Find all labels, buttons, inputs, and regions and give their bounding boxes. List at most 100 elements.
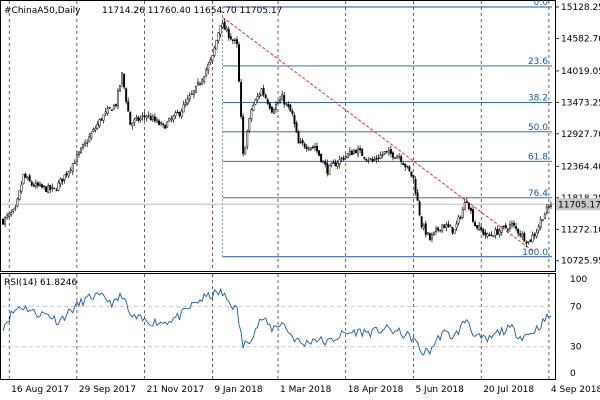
candle-body: [439, 229, 442, 232]
candle-body: [135, 117, 138, 120]
price-tick-label: 11272.10: [561, 225, 600, 235]
fib-level-label: 100.0: [522, 248, 548, 258]
candle-body: [500, 226, 503, 233]
candle-body: [338, 158, 341, 165]
trendline: [222, 16, 533, 252]
candle-body: [494, 229, 497, 236]
candle-body: [318, 150, 321, 156]
candle-body: [211, 55, 214, 62]
candle-body: [496, 228, 499, 235]
candle-body: [346, 153, 349, 158]
symbol-header: #ChinaA50,Daily: [4, 6, 81, 16]
candle-body: [328, 164, 331, 176]
candle-body: [55, 189, 58, 192]
candle-body: [400, 156, 403, 163]
candle-body: [453, 229, 456, 234]
candle-body: [4, 217, 7, 225]
candle-body: [430, 234, 433, 240]
candle-body: [73, 162, 76, 164]
candle-body: [352, 150, 355, 155]
candle-body: [123, 73, 126, 88]
candle-body: [340, 157, 343, 159]
candle-body: [38, 183, 41, 187]
date-tick-label: 20 Jul 2018: [483, 385, 534, 395]
candle-body: [12, 208, 15, 212]
candle-body: [381, 154, 384, 156]
candle-body: [143, 115, 146, 118]
candle-body: [383, 151, 386, 155]
candle-body: [250, 109, 253, 120]
candle-body: [242, 116, 245, 154]
candle-body: [309, 147, 312, 150]
candle-body: [363, 156, 366, 159]
candle-body: [541, 219, 544, 221]
candle-body: [428, 233, 431, 240]
candle-body: [98, 119, 101, 127]
candle-body: [244, 146, 247, 155]
candle-body: [322, 160, 325, 163]
candle-body: [320, 153, 323, 162]
candle-body: [508, 224, 511, 229]
price-tick-label: 12927.70: [561, 130, 600, 140]
candle-body: [424, 223, 427, 235]
candle-body: [24, 173, 27, 178]
candle-body: [119, 84, 121, 92]
candle-body: [443, 224, 446, 229]
candle-body: [170, 118, 173, 121]
rsi-header: RSI(14) 61.8246: [4, 278, 77, 288]
candle-body: [478, 225, 481, 231]
candle-body: [155, 119, 158, 122]
candle-body: [504, 225, 507, 229]
candle-body: [268, 103, 271, 109]
candle-body: [369, 158, 372, 160]
vertical-grid: [8, 1, 550, 379]
candle-body: [445, 224, 448, 228]
candle-body: [112, 104, 115, 110]
candle-body: [104, 111, 107, 114]
candle-body: [49, 185, 52, 191]
candle-body: [96, 123, 99, 129]
candle-body: [246, 131, 249, 147]
candle-body: [77, 151, 80, 155]
candle-body: [480, 227, 483, 231]
candle-body: [197, 82, 199, 86]
candle-body: [451, 226, 454, 233]
candle-body: [361, 149, 364, 156]
candle-body: [387, 150, 390, 154]
candle-body: [184, 102, 187, 106]
candle-body: [406, 165, 409, 168]
price-tick-label: 14019.05: [561, 67, 600, 77]
price-tick-label: 10725.95: [561, 257, 600, 267]
candle-body: [313, 146, 316, 148]
candle-body: [139, 117, 142, 121]
candle-body: [18, 190, 21, 200]
candle-body: [262, 88, 265, 95]
candle-body: [194, 85, 197, 93]
candle-body: [334, 162, 337, 167]
candle-body: [90, 133, 93, 139]
candle-body: [533, 233, 536, 236]
candle-body: [71, 163, 74, 172]
candle-body: [305, 146, 308, 149]
candle-body: [2, 219, 4, 225]
candle-body: [203, 76, 206, 82]
candle-body: [492, 235, 495, 238]
candle-body: [539, 219, 542, 228]
rsi-tick-label: 0: [570, 369, 576, 379]
candle-body: [543, 213, 546, 220]
candle-body: [519, 233, 522, 236]
candle-body: [402, 163, 405, 165]
rsi-line: [2, 287, 552, 356]
candle-body: [63, 174, 66, 181]
fib-level-label: 76.4: [528, 189, 548, 199]
candle-body: [550, 205, 552, 207]
candle-body: [375, 157, 378, 160]
candle-body: [463, 202, 466, 211]
candle-body: [82, 144, 85, 148]
price-tick-label: 15128.25: [561, 3, 600, 13]
fib-level-label: 0.0: [534, 0, 549, 8]
candle-body: [297, 131, 300, 144]
candle-body: [229, 36, 232, 40]
candle-body: [227, 29, 230, 39]
candle-body: [137, 117, 140, 121]
